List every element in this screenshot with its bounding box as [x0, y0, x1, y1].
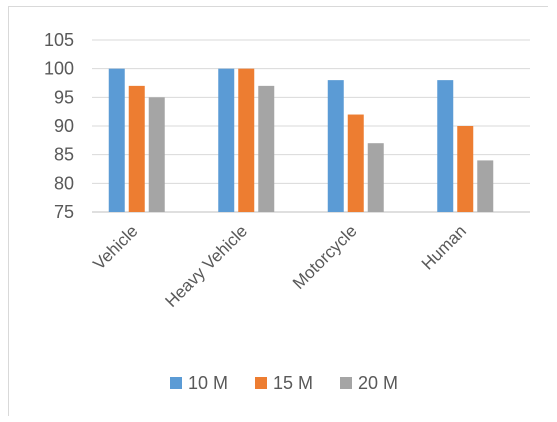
bar — [238, 68, 255, 213]
y-tick-label: 95 — [54, 87, 74, 107]
y-tick-label: 85 — [54, 145, 74, 165]
legend-swatch — [170, 377, 182, 389]
y-tick-label: 80 — [54, 173, 74, 193]
bar — [108, 68, 125, 213]
bar — [437, 80, 454, 212]
chart-frame — [8, 6, 548, 416]
bar — [477, 160, 494, 212]
bar — [367, 143, 384, 212]
x-tick-label: Vehicle — [89, 221, 141, 273]
y-tick-label: 75 — [54, 202, 74, 222]
bar — [148, 97, 165, 212]
bar — [258, 85, 275, 212]
bar — [218, 68, 235, 213]
x-tick-label: Human — [418, 221, 470, 273]
bar — [327, 80, 344, 212]
x-tick-label: Heavy Vehicle — [161, 221, 251, 311]
y-tick-label: 100 — [44, 59, 74, 79]
x-tick-label: Motorcycle — [289, 221, 361, 293]
bar — [128, 85, 145, 212]
bar — [347, 114, 364, 212]
legend-label: 15 M — [273, 373, 313, 393]
legend-label: 20 M — [358, 373, 398, 393]
legend-swatch — [255, 377, 267, 389]
y-tick-label: 105 — [44, 30, 74, 50]
legend-swatch — [340, 377, 352, 389]
legend-label: 10 M — [188, 373, 228, 393]
bar — [457, 126, 474, 212]
y-tick-label: 90 — [54, 116, 74, 136]
